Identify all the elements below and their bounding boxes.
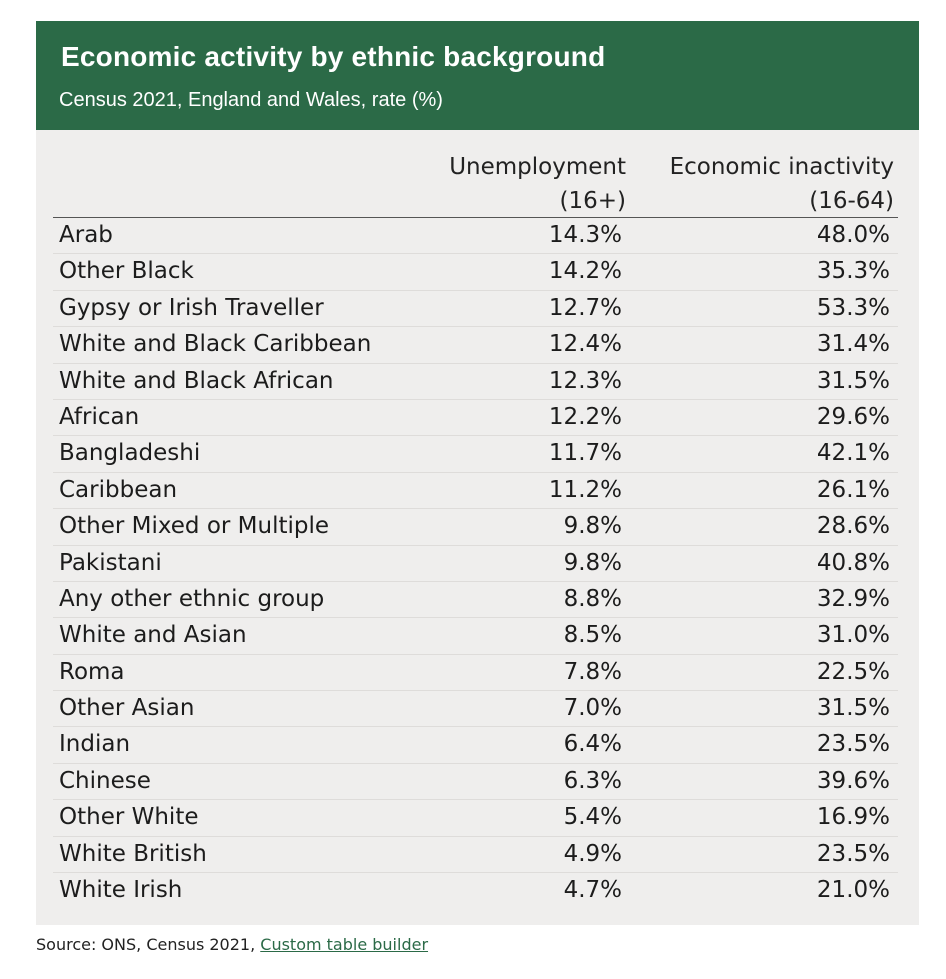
column-header-unemployment: Unemployment (16+) — [449, 150, 626, 218]
column-header-inactivity-label: Economic inactivity — [669, 154, 894, 180]
ethnic-group-cell: Other Black — [59, 258, 194, 285]
unemployment-cell: 11.2% — [548, 476, 622, 503]
table-row: Bangladeshi 11.7% 42.1% — [53, 436, 898, 473]
ethnic-group-cell: White British — [59, 840, 207, 867]
inactivity-cell: 26.1% — [816, 476, 890, 503]
ethnic-group-cell: Other Asian — [59, 695, 195, 722]
table-row: African 12.2% 29.6% — [53, 400, 898, 437]
ethnic-group-cell: Chinese — [59, 767, 151, 794]
ethnic-group-cell: Caribbean — [59, 476, 178, 503]
table-row: Pakistani 9.8% 40.8% — [53, 546, 898, 582]
ethnic-group-cell: African — [59, 403, 140, 430]
table-row: White and Black Caribbean 12.4% 31.4% — [53, 327, 898, 364]
table-row: Roma 7.8% 22.5% — [53, 655, 898, 692]
table-row: Chinese 6.3% 39.6% — [53, 764, 898, 801]
unemployment-cell: 9.8% — [563, 513, 622, 540]
table-row: Gypsy or Irish Traveller 12.7% 53.3% — [53, 291, 898, 328]
table-row: Other Mixed or Multiple 9.8% 28.6% — [53, 509, 898, 546]
inactivity-cell: 53.3% — [816, 294, 890, 321]
inactivity-cell: 31.4% — [816, 331, 890, 358]
inactivity-cell: 23.5% — [816, 731, 890, 758]
unemployment-cell: 9.8% — [563, 549, 622, 576]
ethnic-group-cell: Bangladeshi — [59, 440, 201, 467]
unemployment-cell: 4.9% — [563, 840, 622, 867]
ethnic-group-cell: Pakistani — [59, 549, 162, 576]
inactivity-cell: 22.5% — [816, 658, 890, 685]
unemployment-cell: 12.3% — [548, 367, 622, 394]
inactivity-cell: 35.3% — [816, 258, 890, 285]
inactivity-cell: 23.5% — [816, 840, 890, 867]
ethnic-group-cell: Roma — [59, 658, 125, 685]
unemployment-cell: 7.8% — [563, 658, 622, 685]
table-row: Other Black 14.2% 35.3% — [53, 254, 898, 291]
ethnic-group-cell: White and Asian — [59, 622, 247, 649]
table-row: Caribbean 11.2% 26.1% — [53, 473, 898, 510]
unemployment-cell: 11.7% — [548, 440, 622, 467]
inactivity-cell: 28.6% — [816, 513, 890, 540]
inactivity-cell: 42.1% — [816, 440, 890, 467]
unemployment-cell: 8.8% — [563, 585, 622, 612]
table-row: White and Asian 8.5% 31.0% — [53, 618, 898, 655]
unemployment-cell: 7.0% — [563, 695, 622, 722]
source-text: Source: ONS, Census 2021, — [36, 935, 261, 954]
unemployment-cell: 12.7% — [548, 294, 622, 321]
ethnic-group-cell: Arab — [59, 222, 113, 248]
column-header-unemployment-range: (16+) — [559, 188, 626, 214]
column-header-unemployment-label: Unemployment — [449, 154, 626, 180]
table-row: Other White 5.4% 16.9% — [53, 800, 898, 837]
inactivity-cell: 21.0% — [816, 877, 890, 904]
unemployment-cell: 8.5% — [563, 622, 622, 649]
column-header-inactivity-range: (16-64) — [809, 188, 894, 214]
ethnic-group-cell: White Irish — [59, 877, 183, 904]
inactivity-cell: 31.5% — [816, 695, 890, 722]
ethnic-group-cell: Indian — [59, 731, 131, 758]
inactivity-cell: 39.6% — [816, 767, 890, 794]
ethnic-group-cell: Gypsy or Irish Traveller — [59, 294, 324, 321]
table-card: Economic activity by ethnic background C… — [36, 21, 919, 925]
inactivity-cell: 31.5% — [816, 367, 890, 394]
inactivity-cell: 40.8% — [816, 549, 890, 576]
header-divider — [53, 217, 898, 218]
table-row: White Irish 4.7% 21.0% — [53, 873, 898, 909]
source-note: Source: ONS, Census 2021, Custom table b… — [36, 935, 428, 954]
unemployment-cell: 14.3% — [548, 222, 622, 248]
unemployment-cell: 12.2% — [548, 403, 622, 430]
unemployment-cell: 5.4% — [563, 804, 622, 831]
table-title: Economic activity by ethnic background — [61, 41, 606, 72]
table-row: Other Asian 7.0% 31.5% — [53, 691, 898, 728]
table-header-banner: Economic activity by ethnic background C… — [36, 21, 919, 130]
table-body: Arab 14.3% 48.0% Other Black 14.2% 35.3% Gypsy… — [53, 218, 898, 909]
inactivity-cell: 32.9% — [816, 585, 890, 612]
unemployment-cell: 6.3% — [563, 767, 622, 794]
table-row: Indian 6.4% 23.5% — [53, 727, 898, 764]
ethnic-group-cell: Other White — [59, 804, 199, 831]
table-subtitle: Census 2021, England and Wales, rate (%) — [59, 89, 443, 111]
table-row: White and Black African 12.3% 31.5% — [53, 364, 898, 400]
table-row: White British 4.9% 23.5% — [53, 837, 898, 874]
inactivity-cell: 29.6% — [816, 403, 890, 430]
column-header-inactivity: Economic inactivity (16-64) — [670, 150, 894, 218]
table-row: Arab 14.3% 48.0% — [53, 218, 898, 255]
unemployment-cell: 12.4% — [548, 331, 622, 358]
ethnic-group-cell: Any other ethnic group — [59, 585, 325, 612]
inactivity-cell: 16.9% — [816, 804, 890, 831]
inactivity-cell: 31.0% — [816, 622, 890, 649]
table-row: Any other ethnic group 8.8% 32.9% — [53, 582, 898, 619]
inactivity-cell: 48.0% — [816, 222, 890, 248]
source-link[interactable]: Custom table builder — [260, 935, 429, 954]
ethnic-group-cell: White and Black Caribbean — [59, 331, 372, 358]
unemployment-cell: 6.4% — [563, 731, 622, 758]
unemployment-cell: 14.2% — [548, 258, 622, 285]
ethnic-group-cell: White and Black African — [59, 367, 334, 394]
ethnic-group-cell: Other Mixed or Multiple — [59, 513, 330, 540]
unemployment-cell: 4.7% — [563, 877, 622, 904]
